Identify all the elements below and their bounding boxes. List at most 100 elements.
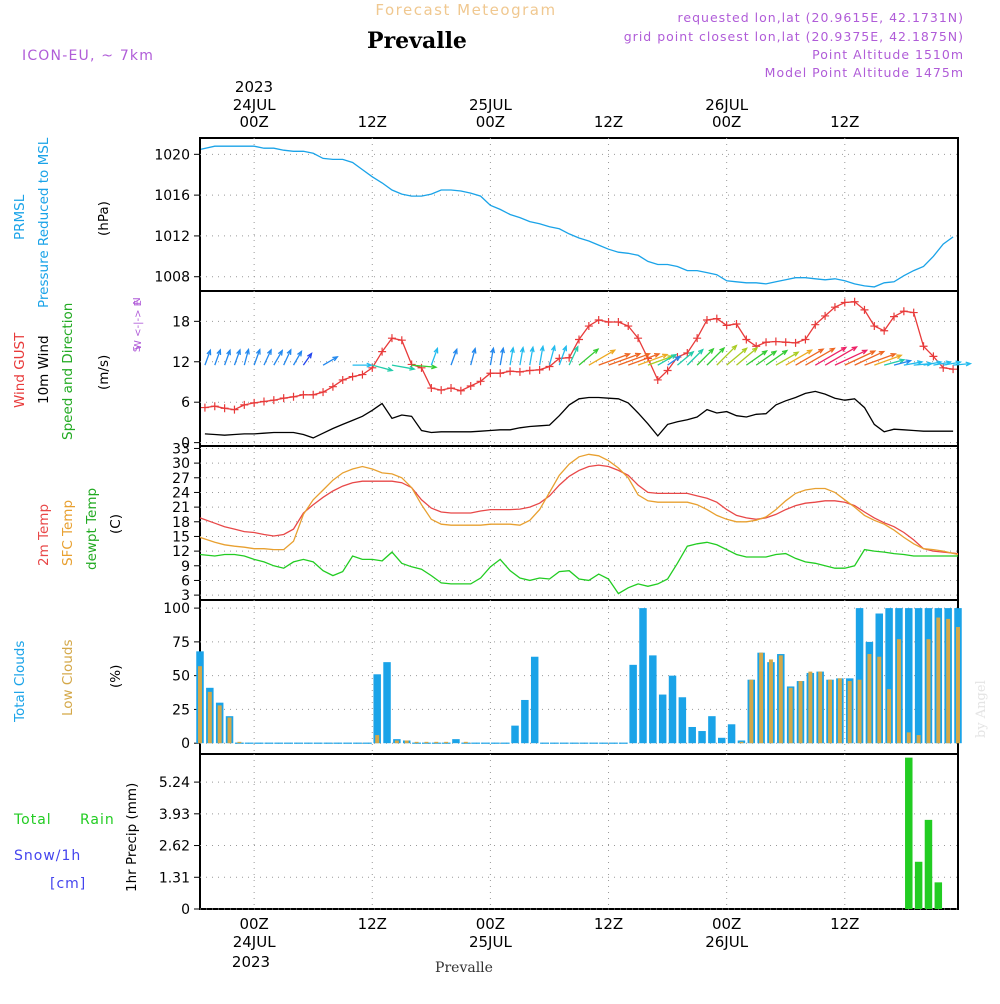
total-cloud-bar [914,608,923,744]
wind-arrowhead [277,349,284,356]
temp-ytick-label: 27 [172,471,190,487]
wind-arrowhead [216,348,222,355]
gust-marker [358,370,367,379]
wind-frame [199,290,959,447]
temp-ytick-label: 21 [172,500,190,516]
gust-marker [466,382,475,391]
gust-marker [259,397,268,406]
top-year: 2023 [235,78,273,96]
temp-series-sfc-temp [199,453,959,556]
wind-arrow [489,348,495,366]
wind-arrow [578,348,599,366]
top-time-label: 12Z [358,113,387,131]
low-cloud-bar [946,618,951,744]
wind-arrowhead [255,348,261,355]
bottom-time-label: 00Z [476,915,505,933]
wind-arrow [598,353,630,366]
top-time-label: 00Z [476,113,505,131]
low-cloud-bar [463,741,468,744]
legend-rain: Rain [80,812,115,828]
total-cloud-bar [639,608,647,744]
pressure-label-unit: (hPa) [96,201,112,236]
wind-arrow [509,347,514,366]
pressure-series-prmsl [200,145,954,288]
wind-arrowhead [490,346,496,354]
gust-marker [220,404,229,413]
wind-arrow [538,346,544,366]
wind-arrow [765,350,788,366]
wind-arrowhead [905,359,913,365]
temp-ytick-label: 3 [181,588,190,604]
wind-arrow [943,361,961,366]
low-cloud-bar [739,741,744,744]
wind-arrow [755,350,777,366]
gust-marker [870,322,879,331]
wind-arrow [893,360,911,366]
rain-bar [934,882,943,909]
wind-arrowhead [286,348,292,355]
wind-arrow [884,359,905,366]
wind-panel: 0 6 12 18 [172,290,973,452]
wind-arrowhead [387,366,394,372]
gust-marker [447,384,456,393]
low-cloud-bar [837,678,842,744]
wind-arrow [805,347,835,366]
wind-arrowhead [236,348,241,355]
gust-marker [712,314,721,323]
low-cloud-bar [956,627,960,744]
wind-arrowhead [573,345,579,352]
total-cloud-bar [629,664,637,744]
precip-ytick-label: 1.31 [159,870,190,886]
gust-marker [693,334,702,343]
wind-arrow [529,347,534,366]
wind-arrow [795,348,824,366]
wind-arrowhead [529,345,535,353]
legend-snow: Snow/1h [14,848,81,864]
product-title: Forecast Meteogram [375,1,556,19]
gust-marker [791,338,800,347]
wind-arrow [411,364,437,368]
gust-marker [506,367,515,376]
gust-marker [702,315,711,324]
temp-ytick-label: 9 [181,559,190,575]
top-time-label: 12Z [594,113,623,131]
wind-arrowhead [818,348,825,354]
total-cloud-bar [698,731,706,744]
wind-arrowhead [452,347,458,355]
top-date-label: 24JUL [233,96,276,114]
wind-arrow [864,353,896,366]
low-cloud-bar [867,654,872,744]
wind-arrow [736,347,758,366]
temp-series-dewpt-temp [199,541,958,595]
gust-marker [476,377,485,386]
temp-label-dewpt: dewpt Temp [84,488,100,570]
compass-we: W <-|-> E [133,300,144,350]
gust-marker [437,386,446,395]
gust-marker [830,303,839,312]
gust-marker [604,318,613,326]
compass-north: N [132,297,143,304]
wind-arrow [706,347,725,366]
gust-marker [821,311,830,320]
wind-arrow [263,349,272,366]
gust-marker [200,403,209,412]
low-cloud-bar [896,639,901,744]
gust-marker [722,321,731,330]
wind-arrowhead [899,358,906,364]
gust-marker [899,307,908,316]
wind-arrowhead [761,349,769,356]
total-cloud-bar [511,725,519,744]
wind-ytick-label: 0 [181,436,190,452]
wind-arrow [953,362,971,366]
temp-label-2m: 2m Temp [36,504,52,566]
location-title: Prevalle [367,28,467,54]
precip-ylabels: 1hr Precip (mm) Total Rain Snow/1h [cm] [13,783,140,892]
gust-marker [949,365,958,374]
gust-marker [653,375,662,384]
wind-arrow [647,355,673,366]
temp-ytick-label: 18 [172,515,190,531]
clouds-panel: 0 25 50 75 100 [163,599,962,755]
low-cloud-bar [207,691,212,744]
wind-arrowhead [896,354,903,360]
